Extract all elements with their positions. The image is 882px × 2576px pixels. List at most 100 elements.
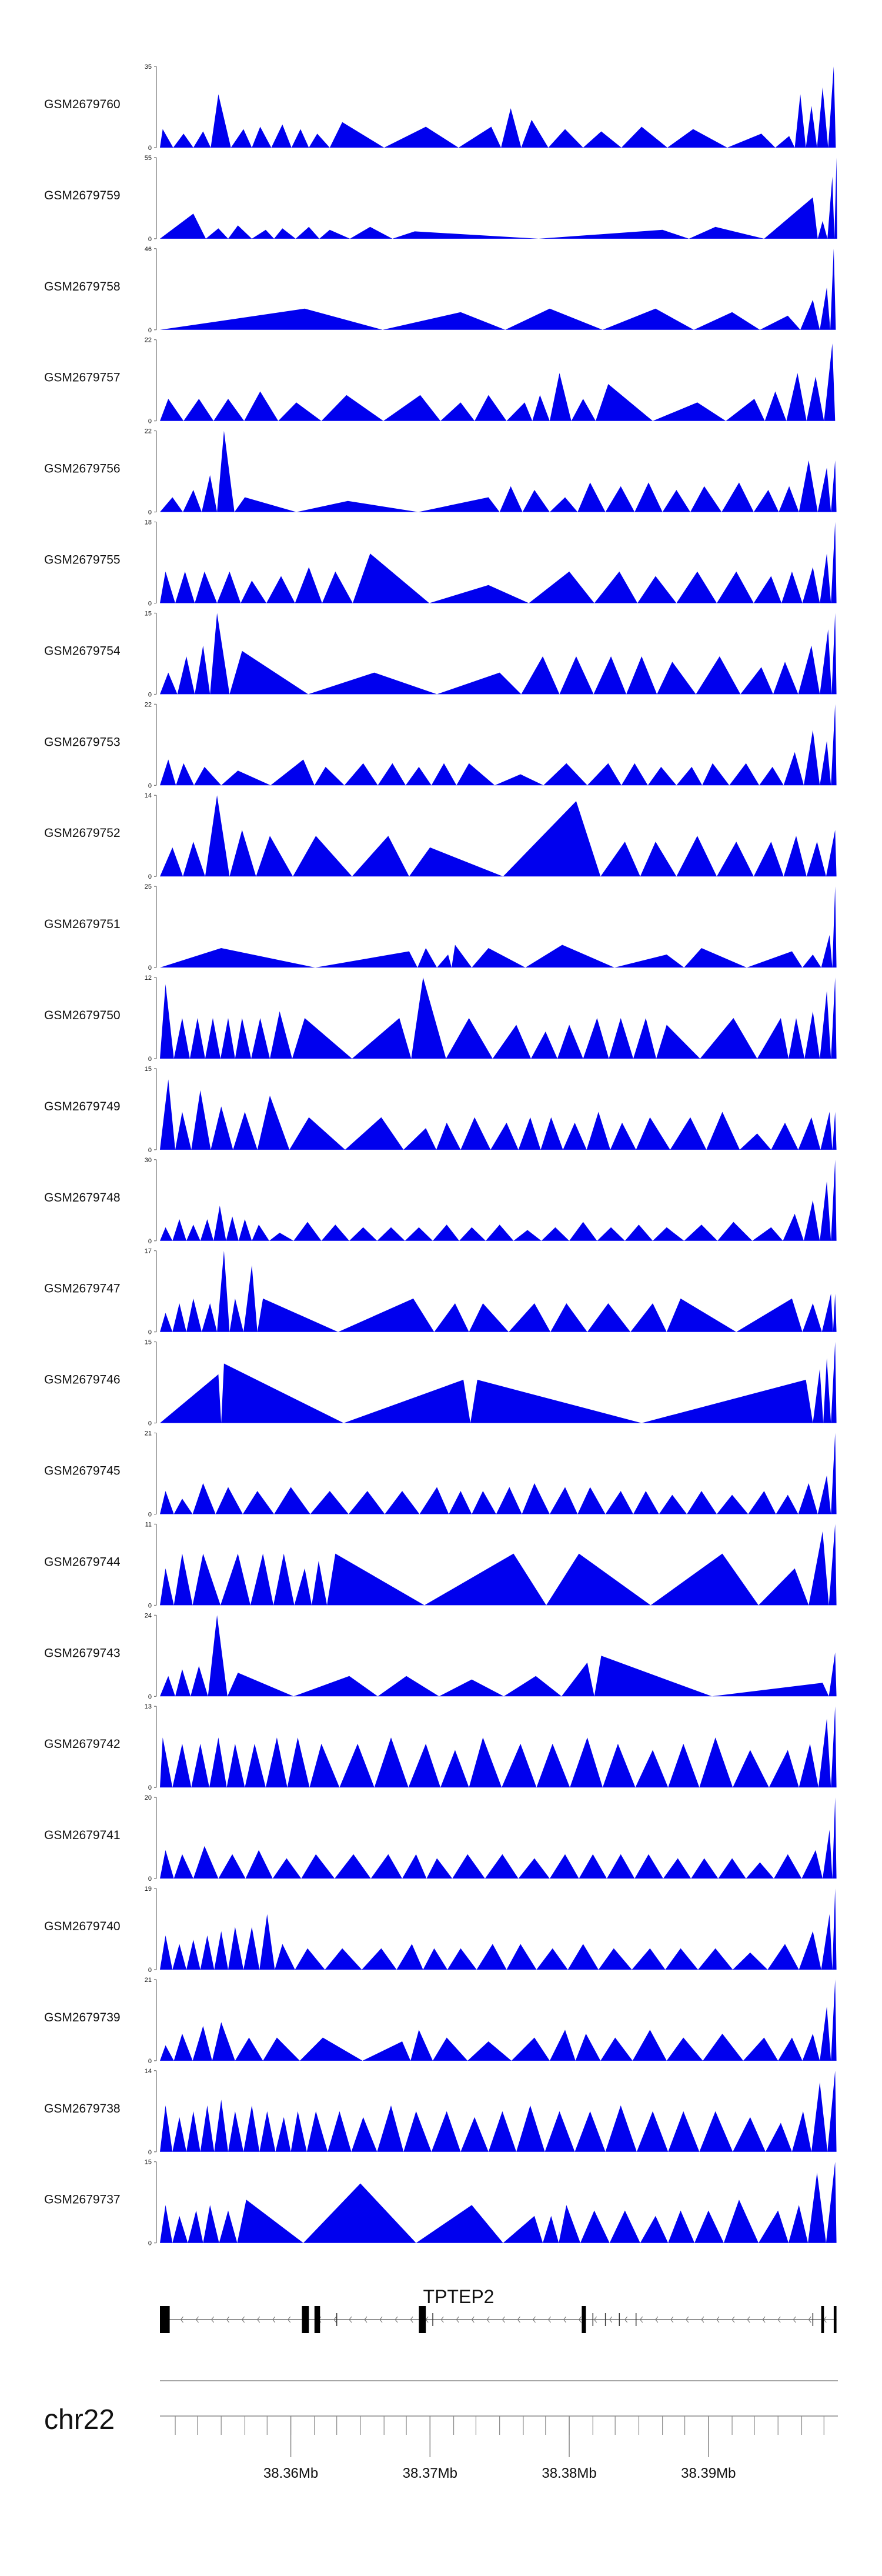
track-label: GSM2679754: [44, 644, 121, 658]
gene-exon: [302, 2306, 309, 2333]
y-min-label: 0: [148, 600, 152, 608]
strand-arrow: [226, 2316, 230, 2323]
coverage-area: [160, 704, 838, 786]
y-min-label: 0: [148, 1784, 152, 1791]
strand-arrow: [502, 2316, 505, 2323]
strand-arrow: [349, 2316, 352, 2323]
strand-arrow: [655, 2316, 659, 2323]
track-GSM2679757: GSM2679757 22 0: [44, 337, 838, 425]
strand-arrow: [670, 2316, 674, 2323]
y-max-label: 35: [145, 64, 152, 71]
strand-arrow: [410, 2316, 413, 2323]
track-GSM2679752: GSM2679752 14 0: [44, 792, 838, 880]
genome-axis: 38.36Mb 38.37Mb 38.38Mb 38.39Mb: [160, 2380, 838, 2481]
y-max-label: 17: [145, 1248, 152, 1255]
strand-arrow: [440, 2316, 444, 2323]
track-GSM2679738: GSM2679738 14 0: [44, 2068, 838, 2156]
track-label: GSM2679752: [44, 826, 121, 840]
strand-arrow: [425, 2316, 429, 2323]
track-GSM2679756: GSM2679756 22 0: [44, 428, 838, 516]
y-max-label: 20: [145, 1794, 152, 1801]
coverage-area: [160, 431, 838, 512]
y-max-label: 12: [145, 975, 152, 982]
strand-arrow: [456, 2316, 459, 2323]
coverage-area: [160, 1888, 838, 1970]
track-GSM2679737: GSM2679737 15 0: [44, 2159, 838, 2247]
coverage-area: [160, 1079, 838, 1150]
track-label: GSM2679751: [44, 917, 121, 931]
gene-model: [160, 2306, 837, 2333]
track-GSM2679741: GSM2679741 20 0: [44, 1794, 838, 1883]
coverage-area: [160, 522, 838, 603]
track-GSM2679743: GSM2679743 24 0: [44, 1612, 838, 1700]
coverage-area: [160, 795, 838, 877]
y-min-label: 0: [148, 1329, 152, 1336]
y-min-label: 0: [148, 1420, 152, 1427]
strand-arrow: [257, 2316, 260, 2323]
ideogram-axis: chr22 38.36Mb 38.37Mb 38.38Mb 38.39Mb: [44, 2380, 838, 2481]
coverage-area: [160, 157, 838, 239]
track-GSM2679746: GSM2679746 15 0: [44, 1339, 838, 1427]
coverage-area: [160, 1524, 838, 1606]
track-label: GSM2679740: [44, 1920, 121, 1933]
track-GSM2679753: GSM2679753 22 0: [44, 701, 838, 789]
y-max-label: 46: [145, 246, 152, 253]
strand-arrow: [593, 2316, 597, 2323]
strand-arrow: [808, 2316, 811, 2323]
y-max-label: 21: [145, 1977, 152, 1984]
track-label: GSM2679737: [44, 2193, 121, 2207]
y-min-label: 0: [148, 327, 152, 334]
track-GSM2679760: GSM2679760 35 0: [44, 64, 838, 152]
strand-arrow: [686, 2316, 689, 2323]
y-min-label: 0: [148, 1511, 152, 1519]
strand-arrow: [333, 2316, 337, 2323]
chromosome-label: chr22: [44, 2404, 115, 2435]
strand-arrow: [532, 2316, 536, 2323]
track-label: GSM2679747: [44, 1282, 121, 1296]
y-max-label: 13: [145, 1703, 152, 1710]
coverage-area: [160, 977, 838, 1059]
strand-arrow: [701, 2316, 704, 2323]
strand-arrow: [379, 2316, 383, 2323]
y-max-label: 25: [145, 883, 152, 890]
track-GSM2679749: GSM2679749 15 0: [44, 1066, 838, 1154]
track-label: GSM2679750: [44, 1009, 121, 1022]
y-min-label: 0: [148, 1967, 152, 1974]
strand-arrow: [241, 2316, 245, 2323]
y-min-label: 0: [148, 1693, 152, 1700]
strand-arrow: [288, 2316, 291, 2323]
coverage-area: [160, 2161, 838, 2243]
strand-arrow: [211, 2316, 215, 2323]
track-label: GSM2679746: [44, 1373, 121, 1387]
strand-arrow: [578, 2316, 582, 2323]
y-max-label: 22: [145, 337, 152, 344]
y-max-label: 15: [145, 1066, 152, 1073]
y-min-label: 0: [148, 1238, 152, 1245]
y-max-label: 55: [145, 155, 152, 162]
y-min-label: 0: [148, 1056, 152, 1063]
coverage-area: [160, 1433, 838, 1514]
y-min-label: 0: [148, 965, 152, 972]
y-max-label: 22: [145, 701, 152, 708]
y-min-label: 0: [148, 1147, 152, 1154]
strand-arrow: [777, 2316, 781, 2323]
y-max-label: 14: [145, 2068, 152, 2075]
track-GSM2679747: GSM2679747 17 0: [44, 1248, 838, 1336]
track-label: GSM2679743: [44, 1646, 121, 1660]
gene-exon: [582, 2306, 586, 2333]
strand-arrow: [640, 2316, 643, 2323]
track-label: GSM2679739: [44, 2011, 121, 2024]
track-GSM2679750: GSM2679750 12 0: [44, 975, 838, 1063]
track-label: GSM2679742: [44, 1737, 121, 1751]
y-max-label: 15: [145, 2159, 152, 2166]
track-label: GSM2679744: [44, 1555, 121, 1569]
y-max-label: 15: [145, 610, 152, 617]
track-label: GSM2679741: [44, 1828, 121, 1842]
y-min-label: 0: [148, 1602, 152, 1609]
y-min-label: 0: [148, 2149, 152, 2156]
coverage-tracks: GSM2679760350GSM2679759550GSM2679758460G…: [44, 64, 838, 2247]
strand-arrow: [486, 2316, 490, 2323]
track-label: GSM2679753: [44, 735, 121, 749]
y-max-label: 11: [145, 1521, 152, 1528]
